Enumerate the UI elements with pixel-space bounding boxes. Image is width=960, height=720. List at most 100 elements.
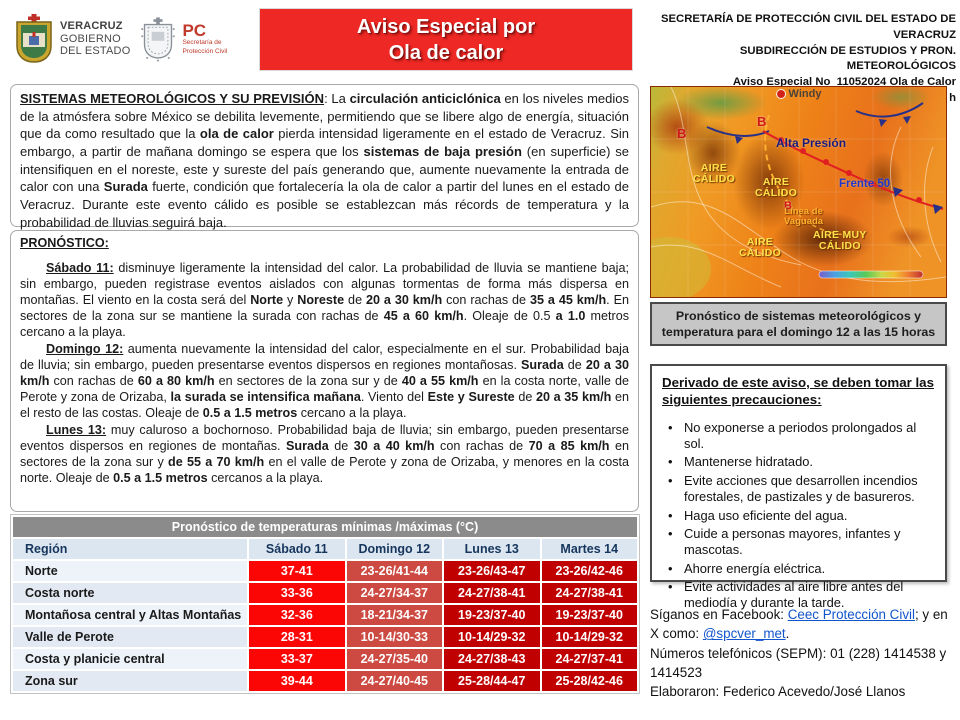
precaution-item: Haga uso eficiente del agua.: [662, 508, 935, 525]
text-segment: y: [283, 292, 298, 307]
region-cell: Montañosa central y Altas Montañas: [13, 605, 248, 625]
text-segment: 60 a 80 km/h: [137, 373, 215, 388]
text-segment: 45 a 60 km/h: [383, 308, 464, 323]
text-segment: Noreste: [297, 292, 345, 307]
col-header-region: Región: [13, 539, 248, 559]
temp-cell-domingo: 18-21/34-37: [346, 605, 443, 625]
precautions-list: No exponerse a periodos prolongados al s…: [662, 420, 935, 612]
pc-logo-text: PC Secretaría de Protección Civil: [182, 22, 227, 55]
windy-label: Windy: [788, 88, 822, 100]
temp-cell-lunes: 23-26/43-47: [444, 561, 540, 581]
text-segment: ; y en X como:: [650, 607, 948, 642]
text-segment: ola de calor: [199, 126, 274, 142]
text-segment: en el valle de Perote y zona de Orizaba,…: [20, 454, 630, 485]
text-segment: 70 a 85 km/h: [528, 438, 610, 453]
temp-cell-sabado: 39-44: [249, 671, 345, 691]
text-segment: Lunes 13:: [46, 422, 107, 437]
weather-map: Windy Alta Presión B B B AIRE CÁLIDO AIR…: [650, 86, 947, 298]
temp-cell-lunes: 24-27/38-41: [444, 583, 540, 603]
text-segment: a 1.0: [555, 308, 586, 323]
text-segment: pierda intensidad ligeramente en el esta…: [20, 126, 629, 160]
temp-cell-sabado: 32-36: [249, 605, 345, 625]
text-segment: de: [563, 357, 586, 372]
pc-logo-abbr: PC: [182, 21, 207, 41]
veracruz-logo-line3: DEL ESTADO: [60, 45, 131, 58]
external-link[interactable]: Ceec Protección Civil: [787, 607, 915, 622]
org-header-line: SUBDIRECCIÓN DE ESTUDIOS Y PRON. METEORO…: [739, 44, 956, 73]
banner-line1: Aviso Especial por: [356, 15, 536, 38]
text-segment: 20 a 30 km/h: [20, 357, 629, 388]
temp-cell-martes: 24-27/37-41: [541, 649, 637, 669]
table-row: Costa y planicie central 33-37 24-27/35-…: [13, 649, 637, 669]
veracruz-shield-icon: [16, 14, 52, 63]
text-segment: 0.5 a 1.5 metros: [202, 405, 298, 420]
region-cell: Costa norte: [13, 583, 248, 603]
precaution-item: Ahorre energía eléctrica.: [662, 561, 935, 578]
text-segment: en la costa norte, valle de Perote y zon…: [20, 373, 630, 404]
text-segment: con rachas de: [49, 373, 138, 388]
region-cell: Zona sur: [13, 671, 248, 691]
temp-cell-domingo: 24-27/35-40: [346, 649, 443, 669]
precaution-item: Cuide a personas mayores, infantes y mas…: [662, 526, 935, 559]
pronostico-sabado: Sábado 11: disminuye ligeramente la inte…: [20, 261, 629, 341]
col-header-domingo: Domingo 12: [346, 539, 443, 559]
sistemas-section: SISTEMAS METEOROLÓGICOS Y SU PREVISIÓN: …: [10, 84, 639, 230]
windy-watermark: Windy: [775, 88, 822, 100]
text-segment: SISTEMAS METEOROLÓGICOS Y SU PREVISIÓN: [20, 91, 325, 106]
org-header-line: Aviso Especial No_11052024 Ola de Calor: [732, 76, 956, 89]
text-segment: 35 a 45 km/h: [529, 292, 607, 307]
temp-cell-domingo: 24-27/34-37: [346, 583, 443, 603]
region-cell: Costa y planicie central: [13, 649, 248, 669]
text-segment: metros cercano a la playa.: [20, 308, 629, 339]
temp-cell-lunes: 25-28/44-47: [444, 671, 540, 691]
external-link[interactable]: @spcver_met: [702, 626, 786, 642]
table-row: Zona sur 39-44 24-27/40-45 25-28/44-47 2…: [13, 671, 637, 691]
text-segment: de: [514, 389, 536, 404]
precautions-box: Derivado de este aviso, se deben tomar l…: [650, 364, 947, 610]
text-segment: Este y Sureste: [427, 389, 515, 404]
text-segment: 40 a 55 km/h: [401, 373, 479, 388]
temp-cell-sabado: 28-31: [249, 627, 345, 647]
text-segment: : La: [324, 91, 350, 106]
map-caption: Pronóstico de sistemas meteorológicos y …: [650, 302, 947, 347]
text-segment: con rachas de: [434, 438, 529, 453]
temp-cell-lunes: 24-27/38-43: [444, 649, 540, 669]
banner-line2: Ola de calor: [388, 41, 504, 64]
precaution-item: No exponerse a periodos prolongados al s…: [662, 420, 935, 453]
text-segment: de: [328, 438, 354, 453]
pronostico-lunes: Lunes 13: muy caluroso a bochornoso. Pro…: [20, 423, 629, 487]
text-segment: la surada se intensifica mañana: [170, 389, 361, 404]
text-segment: Surada: [103, 179, 148, 195]
temp-cell-martes: 24-27/38-41: [541, 583, 637, 603]
text-segment: en el resto de las costas. Oleaje de: [20, 389, 629, 420]
authors-line: Elaboraron: Federico Acevedo/José Llanos: [650, 684, 906, 700]
text-segment: fuerte, condición que fortalecería la ol…: [20, 179, 629, 230]
precautions-title: Derivado de este aviso, se deben tomar l…: [662, 375, 934, 408]
text-segment: (en superficie) se intensifiquen en el n…: [20, 144, 630, 195]
text-segment: 20 a 30 km/h: [366, 292, 443, 307]
text-segment: Surada: [286, 438, 329, 453]
pronostico-domingo: Domingo 12: aumenta nuevamente la intens…: [20, 342, 629, 422]
social-line: Síganos en Facebook: Ceec Protección Civ…: [650, 605, 953, 644]
temperature-table-header-row: Región Sábado 11 Domingo 12 Lunes 13 Mar…: [13, 539, 637, 559]
text-segment: cercanos a la playa.: [207, 470, 324, 485]
text-segment: sistemas de baja presión: [363, 144, 522, 160]
veracruz-logo: VERACRUZ GOBIERNO DEL ESTADO: [14, 14, 130, 64]
text-segment: de 55 a 70 km/h: [168, 454, 265, 469]
text-segment: circulación anticiclónica: [349, 91, 501, 106]
advisory-title-banner: Aviso Especial por Ola de calor: [259, 8, 633, 71]
text-segment: 20 a 35 km/h: [535, 389, 612, 404]
sistemas-paragraph: SISTEMAS METEOROLÓGICOS Y SU PREVISIÓN: …: [20, 91, 629, 230]
text-segment: en sectores de la zona sur y: [20, 438, 629, 469]
temp-cell-martes: 23-26/42-46: [541, 561, 637, 581]
text-segment: 30 a 40 km/h: [353, 438, 435, 453]
temp-cell-martes: 19-23/37-40: [541, 605, 637, 625]
temp-cell-domingo: 23-26/41-44: [346, 561, 443, 581]
pc-logo-sub2: Protección Civil: [182, 47, 228, 55]
text-segment: . Oleaje de 0.5: [463, 308, 556, 323]
text-segment: . En sectores de la zona sur se mantiene…: [20, 292, 629, 323]
text-segment: 0.5 a 1.5 metros: [113, 470, 208, 485]
temp-cell-sabado: 37-41: [249, 561, 345, 581]
veracruz-logo-line1: VERACRUZ: [60, 20, 123, 33]
